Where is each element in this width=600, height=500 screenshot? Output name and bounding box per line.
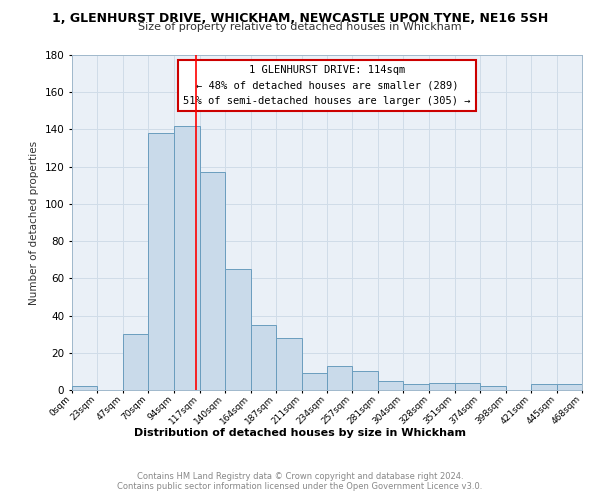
Bar <box>148 133 175 390</box>
Bar <box>403 384 430 390</box>
Bar <box>276 338 302 390</box>
Text: Size of property relative to detached houses in Whickham: Size of property relative to detached ho… <box>138 22 462 32</box>
Bar <box>352 372 378 390</box>
Bar <box>175 126 200 390</box>
Bar <box>251 325 276 390</box>
Bar <box>479 386 506 390</box>
Bar <box>327 366 352 390</box>
Bar <box>531 384 557 390</box>
Bar <box>557 384 582 390</box>
Text: 1, GLENHURST DRIVE, WHICKHAM, NEWCASTLE UPON TYNE, NE16 5SH: 1, GLENHURST DRIVE, WHICKHAM, NEWCASTLE … <box>52 12 548 26</box>
Y-axis label: Number of detached properties: Number of detached properties <box>29 140 39 304</box>
Bar <box>224 269 251 390</box>
Bar <box>72 386 97 390</box>
Bar <box>199 172 224 390</box>
Bar <box>455 382 479 390</box>
Text: Contains HM Land Registry data © Crown copyright and database right 2024.
Contai: Contains HM Land Registry data © Crown c… <box>118 472 482 491</box>
Bar <box>302 373 327 390</box>
Bar <box>430 382 455 390</box>
Text: Distribution of detached houses by size in Whickham: Distribution of detached houses by size … <box>134 428 466 438</box>
Text: 1 GLENHURST DRIVE: 114sqm
← 48% of detached houses are smaller (289)
51% of semi: 1 GLENHURST DRIVE: 114sqm ← 48% of detac… <box>183 65 471 106</box>
Bar <box>123 334 148 390</box>
Bar <box>378 380 403 390</box>
